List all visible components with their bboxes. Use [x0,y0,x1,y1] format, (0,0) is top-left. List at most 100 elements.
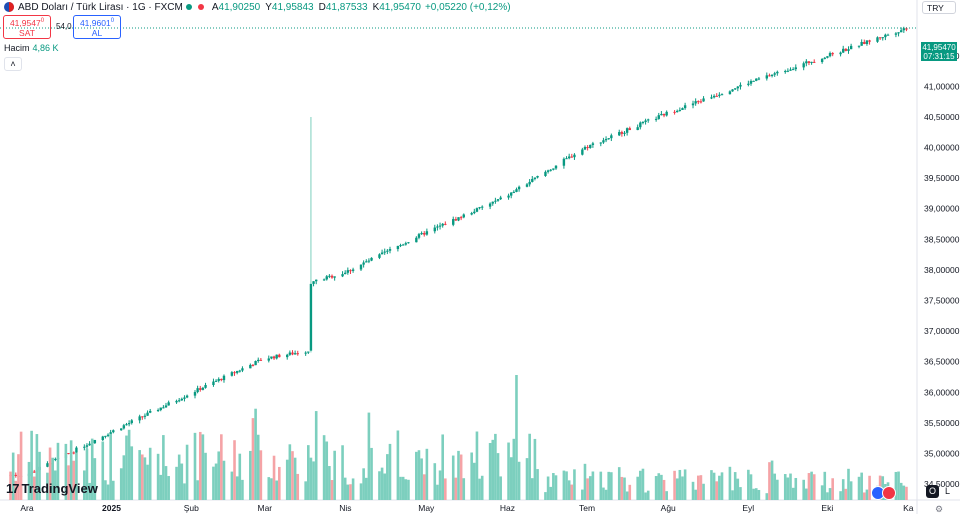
volume-bar [591,471,595,500]
volume-bar [175,466,178,500]
volume-bar [783,474,787,500]
candle-body [183,397,186,399]
volume-bar [54,470,57,500]
buy-price-sup: 0 [110,18,115,24]
volume-bar [675,478,679,500]
candle-body [296,353,299,355]
volume-bar [646,490,650,500]
time-tick-11: Ka [903,503,914,513]
candle-body [507,195,510,198]
candle-body [341,274,344,277]
event-icons[interactable] [871,486,896,500]
candle-body [138,416,141,421]
candle-body [162,407,165,409]
price-tick-13: 35,00000 [924,448,960,458]
candle-body [894,33,898,35]
candle-body [583,146,587,150]
candle-body [702,98,705,102]
volume-bar [530,478,534,500]
volume-bar [422,474,426,500]
volume-legend[interactable]: Hacim 4,86 K [4,43,59,53]
volume-bar [820,485,824,500]
time-tick-7: Tem [579,503,595,513]
candle-body [820,58,824,63]
candle-body [673,111,676,113]
candle-body [175,400,178,403]
candle-body [720,94,724,96]
candle-body [567,156,571,159]
candle-body [254,361,257,366]
candle-body [733,88,737,90]
candle-body [473,211,476,214]
volume-bar [657,473,661,500]
volume-bar [11,452,15,500]
volume-bar [162,435,165,500]
ohlc-close-key: K [372,1,380,13]
candle-body [554,165,558,169]
candle-body [715,95,718,97]
candle-body [441,223,444,226]
candle-body [591,143,595,145]
candle-body [768,75,771,77]
volume-bar [509,457,513,500]
candle-body [164,405,168,408]
volume-bar [628,484,632,500]
volume-bar [894,471,898,500]
candle-body [699,101,703,103]
volume-bar [159,474,163,500]
last-price-value: 41,95470 [922,43,956,52]
candle-body [776,71,779,74]
time-tick-9: Eyl [742,503,754,513]
currency-select[interactable]: TRY [922,1,956,14]
candle-body [660,113,663,116]
volume-bar [401,476,405,500]
candle-body [697,101,700,103]
candle-body [272,356,276,359]
candle-body [602,140,605,143]
candle-body [844,48,848,51]
candle-body [623,132,626,134]
volume-bar [604,489,608,500]
volume-bar [610,472,613,500]
volume-bar [702,483,705,500]
candle-body [475,208,479,212]
candle-body [433,227,436,232]
log-scale-button[interactable]: O [926,485,939,498]
candle-body [878,37,882,39]
candle-body [807,61,811,63]
time-tick-10: Eki [821,503,833,513]
buy-button[interactable]: 41,96010 AL [73,15,121,39]
candle-body [249,364,252,369]
volume-bar [789,473,792,500]
price-tick-12: 35,50000 [924,418,960,428]
volume-bar [567,480,571,500]
volume-bar [665,491,668,500]
volume-bar [314,411,318,500]
volume-bar [496,453,500,500]
settings-icon[interactable]: ⚙ [935,504,944,514]
collapse-legend-button[interactable]: ˄ [4,57,22,71]
volume-bar [552,473,555,500]
candle-body [620,132,624,134]
volume-bar [849,481,853,500]
candle-body [813,61,816,63]
tradingview-logo[interactable]: 17 TradingView [6,481,98,496]
volume-bar [805,488,808,500]
candle-body [312,281,315,284]
symbol-title[interactable]: ABD Doları / Türk Lirası · 1G · FXCM [18,1,183,13]
sell-button[interactable]: 41,95470 SAT [3,15,51,39]
candle-body [863,41,866,44]
volume-bar [681,476,684,500]
candle-body [607,138,610,140]
auto-scale-button[interactable]: L [945,485,950,498]
us-flag-event-icon[interactable] [882,486,896,500]
volume-bar [185,444,189,500]
ohlc-close: 41,95470 [379,1,421,13]
candle-body [736,86,740,89]
candle-body [902,28,906,31]
volume-bar [404,479,408,500]
volume-bar [573,469,576,500]
candle-body [683,105,687,109]
volume-bar [19,431,23,500]
